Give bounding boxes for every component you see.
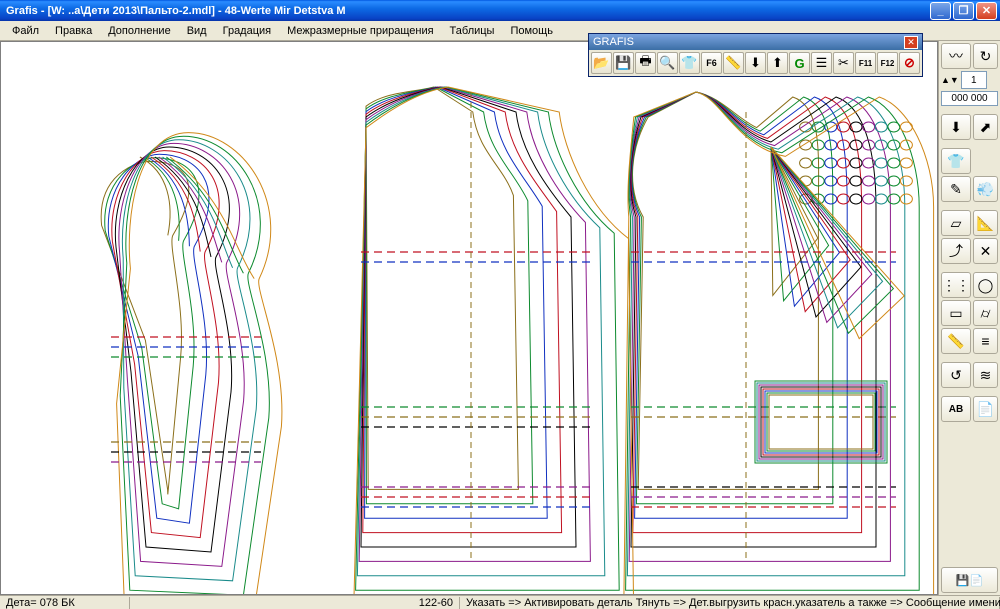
rect-tool-icon[interactable]: ▭ [941,300,971,326]
pattern-canvas[interactable] [1,42,937,594]
open-icon[interactable]: 📂 [591,52,612,74]
window-buttons: _ ❐ ✕ [930,2,997,20]
arrow-down-icon[interactable]: ⬇ [745,52,766,74]
bars-tool-icon[interactable]: ≡ [973,328,998,354]
dots-tool-icon[interactable]: ⋮⋮ [941,272,971,298]
zoom-icon[interactable]: 🔍 [657,52,678,74]
cut-icon[interactable]: ✂ [833,52,854,74]
menu-gradation[interactable]: Градация [215,23,280,39]
stop-icon[interactable]: ⊘ [899,52,920,74]
move-curve-tool-icon[interactable]: ↺ [941,362,971,388]
save-icon[interactable]: 💾 [613,52,634,74]
statusbar: Дета= 078 БК 122-60 Указать => Активиров… [0,595,1000,609]
ruler-diag-tool-icon[interactable]: 📐 [973,210,998,236]
text-tool-icon[interactable]: AB [941,396,971,422]
floating-toolbar-label: GRAFIS [593,36,904,48]
garment-icon[interactable]: 👕 [679,52,700,74]
sheet-tool-icon[interactable]: ▱ [941,210,971,236]
menu-file[interactable]: Файл [4,23,47,39]
titlebar: Grafis - [W: ..а\Дети 2013\Пальто-2.mdl]… [0,0,1000,21]
cylinder-tool-icon[interactable]: ⌭ [973,300,998,326]
menu-help[interactable]: Помощь [502,23,561,39]
spray-tool-icon[interactable]: 💨 [973,176,998,202]
f12-button[interactable]: F12 [877,52,898,74]
size-display: 000 000 [941,91,998,106]
g-button[interactable]: G [789,52,810,74]
status-center: 122-60 [413,597,460,609]
curve-tool-icon[interactable]: 〰 [941,43,971,69]
redo-tool-icon[interactable]: ↻ [973,43,998,69]
edit-tool-icon[interactable]: ✎ [941,176,971,202]
window-title: Grafis - [W: ..а\Дети 2013\Пальто-2.mdl]… [3,5,930,17]
page-stepper-icon[interactable]: ▲▼ [941,75,959,85]
garment-tool-icon[interactable]: 👕 [941,148,971,174]
arrow-down-tool-icon[interactable]: ⬇ [941,114,971,140]
floating-toolbar-title[interactable]: GRAFIS ✕ [589,34,922,50]
page-input[interactable] [961,71,987,89]
ruler-v-tool-icon[interactable]: 📏 [941,328,971,354]
menu-tables[interactable]: Таблицы [442,23,503,39]
layers-icon[interactable]: ☰ [811,52,832,74]
f11-button[interactable]: F11 [855,52,876,74]
arrow-up-icon[interactable]: ⬆ [767,52,788,74]
circle-tool-icon[interactable]: ◯ [973,272,998,298]
close-button[interactable]: ✕ [976,2,997,20]
floating-toolbar[interactable]: GRAFIS ✕ 📂 💾 🖶 🔍 👕 F6 📏 ⬇ ⬆ G ☰ ✂ F11 F1… [588,33,923,77]
doc-open-tool-icon[interactable]: 📄 [973,396,998,422]
cross-tool-icon[interactable]: ✕ [973,238,998,264]
workspace[interactable] [0,41,938,595]
status-right: Указать => Активировать деталь Тянуть =>… [460,597,1000,609]
menu-interincrements[interactable]: Межразмерные приращения [279,23,441,39]
dashes-tool-icon[interactable]: ≋ [973,362,998,388]
status-left: Дета= 078 БК [0,597,130,609]
curve-pt-tool-icon[interactable]: ⤴ [941,238,971,264]
arrow-diag-tool-icon[interactable]: ⬈ [973,114,998,140]
f6-button[interactable]: F6 [701,52,722,74]
bottom-tool-button[interactable]: 💾📄 [941,567,998,593]
print-icon[interactable]: 🖶 [635,52,656,74]
menu-view[interactable]: Вид [179,23,215,39]
menu-edit[interactable]: Правка [47,23,100,39]
measure-icon[interactable]: 📏 [723,52,744,74]
menu-addon[interactable]: Дополнение [100,23,178,39]
maximize-button[interactable]: ❐ [953,2,974,20]
right-tool-panel: 〰 ↻ ▲▼ 000 000 ⬇ ⬈ 👕 ✎ 💨 ▱ 📐 ⤴ ✕ ⋮⋮ ◯ ▭ … [938,41,1000,595]
minimize-button[interactable]: _ [930,2,951,20]
floating-toolbar-body: 📂 💾 🖶 🔍 👕 F6 📏 ⬇ ⬆ G ☰ ✂ F11 F12 ⊘ [589,50,922,76]
floating-close-button[interactable]: ✕ [904,36,918,49]
